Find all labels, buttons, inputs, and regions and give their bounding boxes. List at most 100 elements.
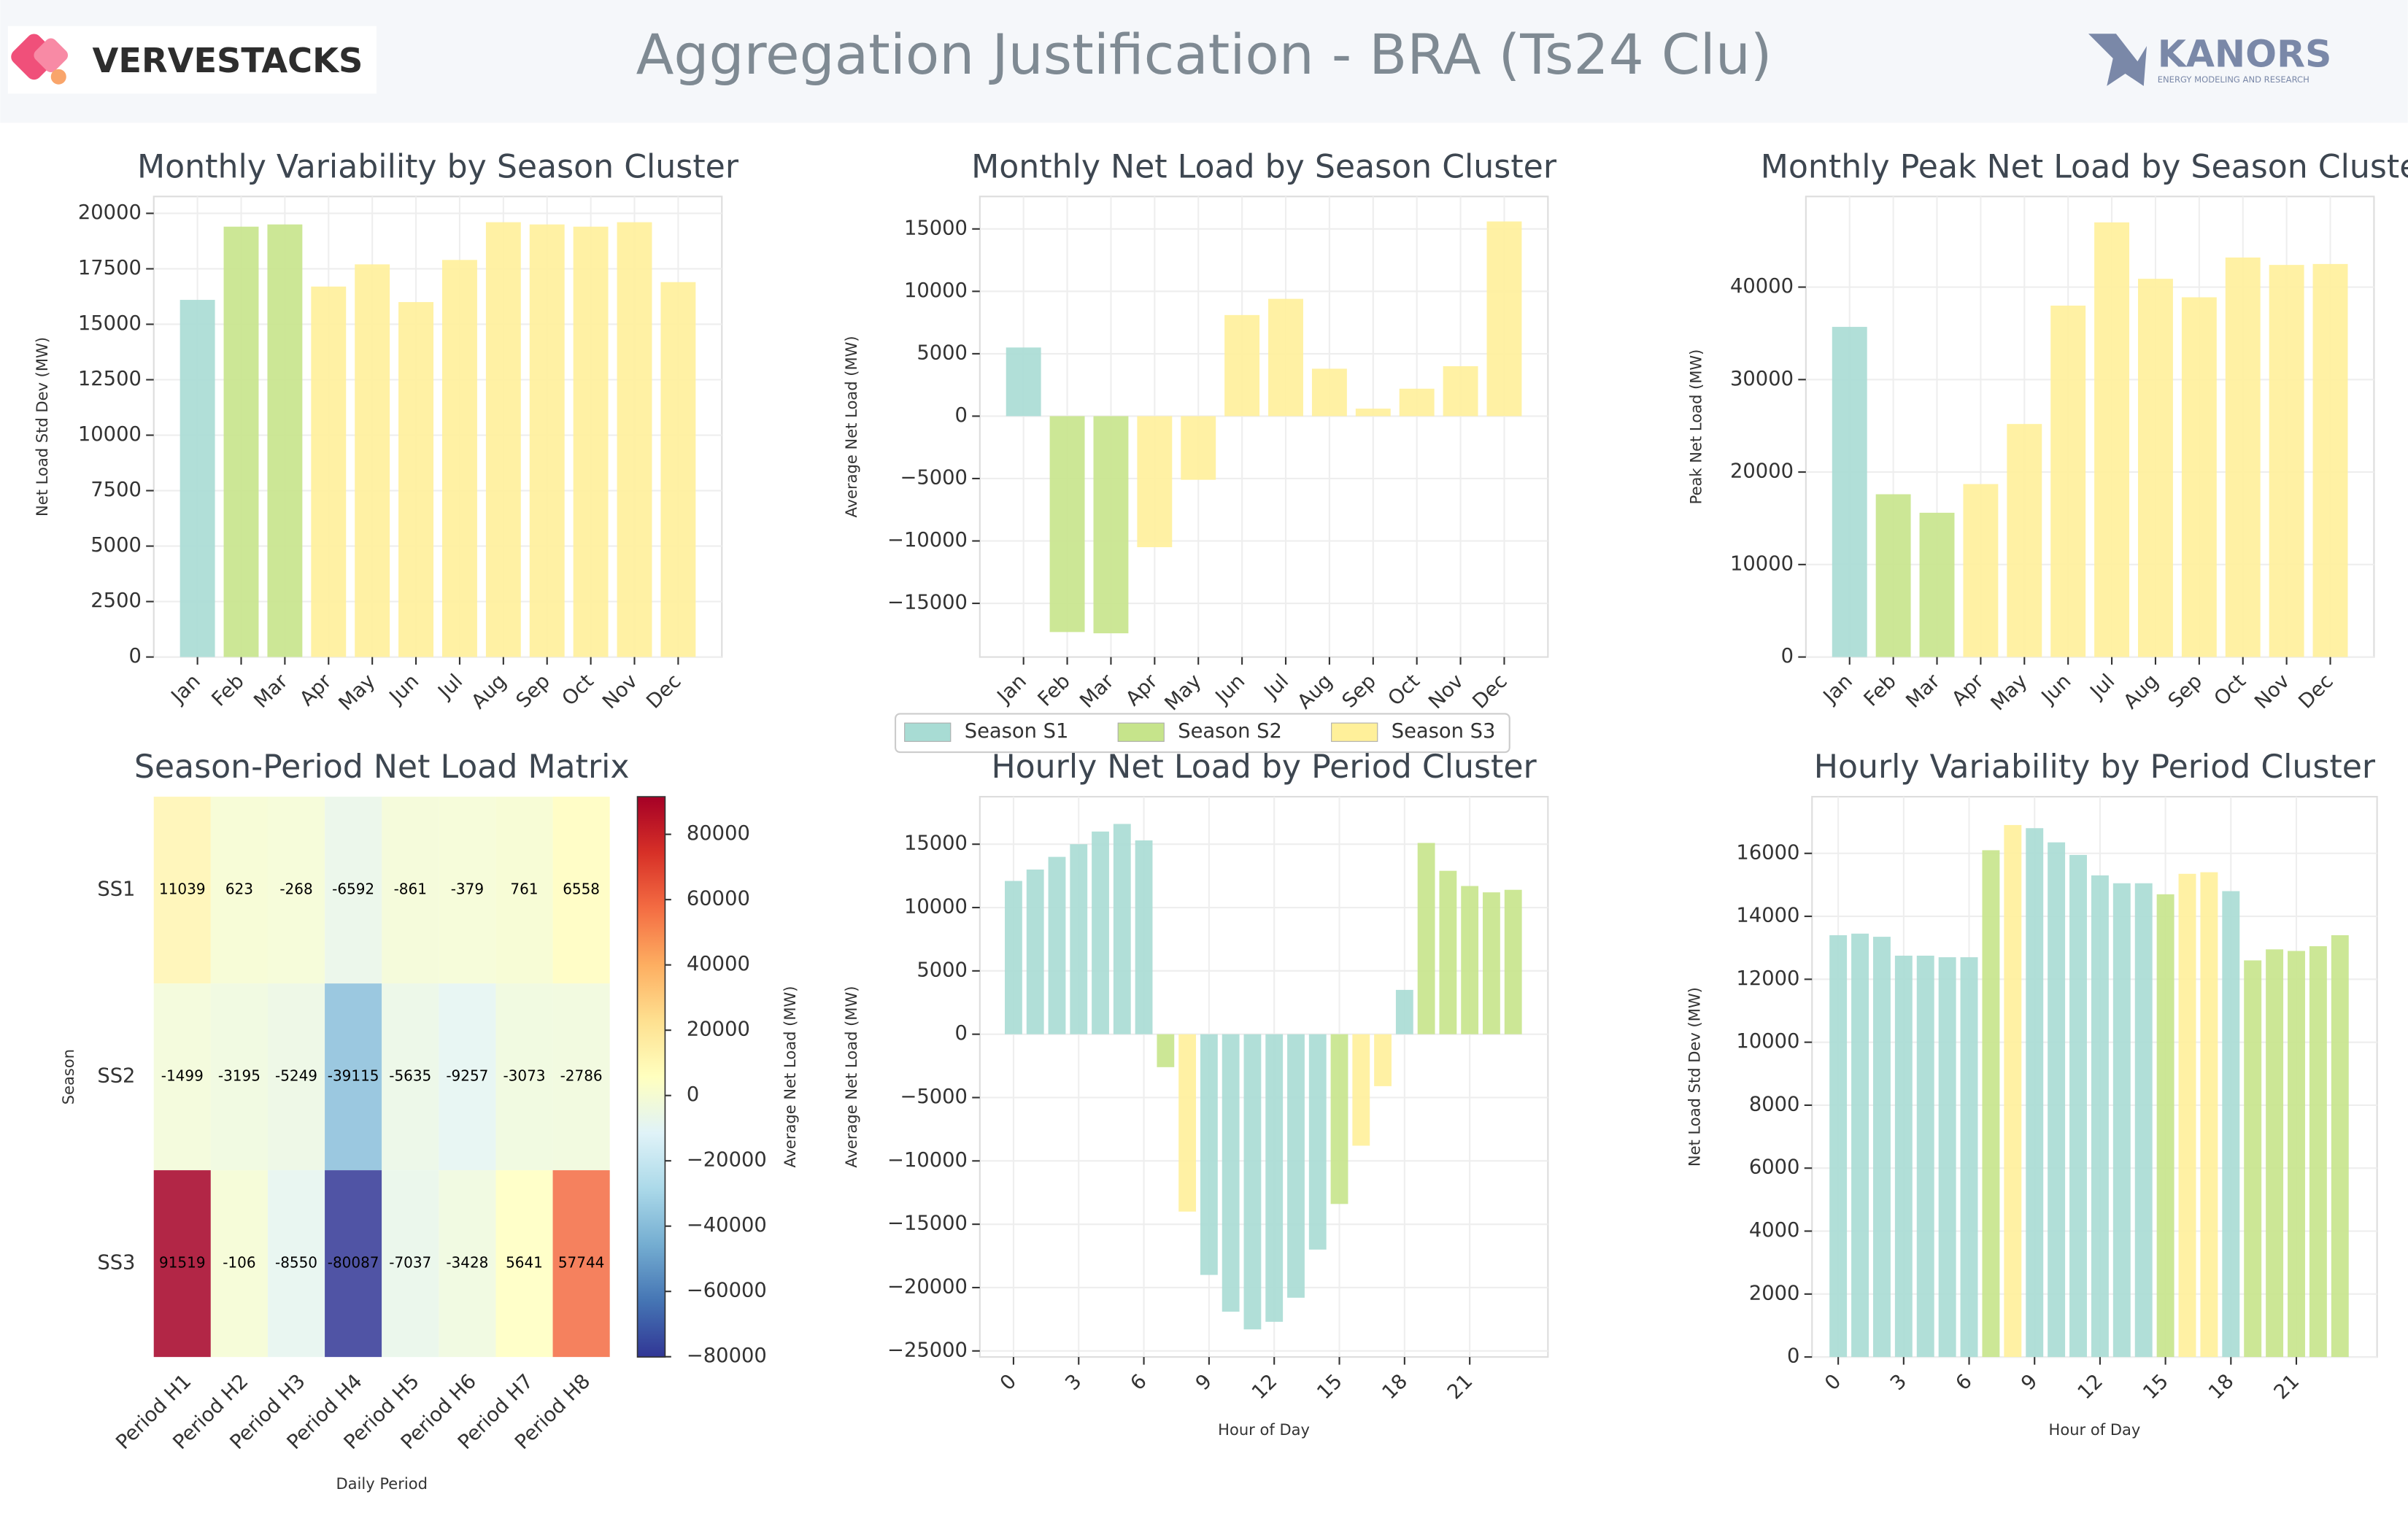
y-axis-label: Average Net Load (MW) [842, 986, 860, 1168]
x-tick-label: Nov [1424, 670, 1468, 713]
cell-label: -5635 [389, 1067, 431, 1085]
y-tick-label: 2500 [90, 589, 142, 612]
x-tick-label: Sep [2164, 670, 2207, 712]
x-tick-label: Jun [2037, 670, 2076, 709]
y-tick-label: 10000 [904, 896, 968, 918]
right-logo-tagline: ENERGY MODELING AND RESEARCH [2158, 74, 2309, 85]
x-tick-label: Feb [1034, 670, 1075, 711]
bar [1832, 327, 1867, 657]
x-tick-label: 9 [1192, 1370, 1216, 1395]
cell-label: -1499 [161, 1067, 204, 1085]
x-tick-label: Mar [250, 670, 293, 713]
cell-label: -3195 [218, 1067, 261, 1085]
x-tick-label: Apr [1122, 670, 1162, 711]
bar [2222, 891, 2240, 1358]
x-tick-label: Nov [598, 670, 642, 713]
legend-label: Season S3 [1392, 720, 1496, 743]
row-label: SS2 [97, 1065, 135, 1088]
x-tick-label: Nov [2250, 670, 2294, 713]
bar [1894, 955, 1913, 1358]
bar [1439, 870, 1457, 1034]
bar [1916, 955, 1934, 1358]
bar [1963, 484, 1999, 657]
heatmap-cell [382, 1170, 439, 1358]
x-tick-label: 6 [1127, 1370, 1151, 1395]
cell-label: -106 [223, 1254, 255, 1272]
bar [529, 224, 565, 657]
bar [1504, 889, 1522, 1034]
colorbar-tick-label: 0 [687, 1083, 699, 1106]
x-tick-label: 21 [1443, 1370, 1478, 1404]
header-bar [0, 0, 2408, 123]
bar [1355, 409, 1391, 417]
bar [2181, 297, 2217, 657]
heatmap-cell [439, 797, 496, 984]
right-logo-icon [2088, 34, 2147, 86]
y-tick-label: 15000 [78, 312, 142, 335]
y-tick-label: 15000 [904, 832, 968, 855]
x-tick-label: May [1987, 670, 2032, 715]
bar [1417, 843, 1435, 1034]
y-tick-label: −15000 [887, 1212, 968, 1235]
x-tick-label: Dec [642, 670, 685, 713]
bar [1243, 1034, 1262, 1330]
x-tick-label: Apr [1948, 670, 1988, 711]
colorbar-tick-label: −40000 [687, 1214, 767, 1237]
cell-label: -2786 [560, 1067, 603, 1085]
bar [2007, 424, 2042, 657]
bar [355, 264, 390, 657]
chart-title: Monthly Peak Net Load by Season Cluste [1761, 148, 2408, 185]
bar [1308, 1034, 1327, 1250]
heatmap-cell [153, 1170, 211, 1358]
y-tick-label: −15000 [887, 592, 968, 614]
x-tick-label: 15 [1313, 1370, 1347, 1404]
bar [2091, 875, 2109, 1358]
bar [1137, 416, 1173, 548]
y-tick-label: 5000 [916, 341, 968, 364]
bar [2225, 257, 2261, 657]
y-tick-label: 12500 [78, 368, 142, 390]
cell-label: -39115 [328, 1067, 379, 1085]
y-tick-label: 14000 [1736, 905, 1799, 927]
y-tick-label: 17500 [78, 257, 142, 279]
cell-label: -8550 [275, 1254, 317, 1272]
colorbar-tick-label: −20000 [687, 1149, 767, 1172]
y-tick-label: −25000 [887, 1339, 968, 1361]
x-tick-label: Jul [2085, 670, 2120, 704]
bar [485, 222, 521, 657]
bar [1287, 1034, 1305, 1298]
bar [1443, 365, 1478, 417]
y-tick-label: 0 [1781, 645, 1794, 668]
heatmap-cell [495, 983, 553, 1171]
bar [1026, 869, 1044, 1034]
bar [1330, 1034, 1348, 1204]
bar [2050, 305, 2086, 657]
heatmap-cell [325, 983, 382, 1171]
cell-label: 57744 [558, 1254, 605, 1272]
heatmap-cell [153, 797, 211, 984]
y-tick-label: 10000 [78, 423, 142, 446]
x-tick-label: 21 [2270, 1370, 2304, 1404]
x-tick-label: Sep [1338, 670, 1381, 712]
x-tick-label: Feb [1860, 670, 1901, 711]
heatmap-cell [210, 797, 268, 984]
bar [180, 300, 215, 657]
y-tick-label: −5000 [900, 1086, 968, 1108]
y-tick-label: 8000 [1749, 1093, 1800, 1115]
colorbar-tick-label: 20000 [687, 1018, 750, 1041]
bar [1049, 416, 1085, 632]
legend-label: Season S1 [965, 720, 1069, 743]
heatmap-cell [495, 1170, 553, 1358]
x-tick-label: 6 [1952, 1370, 1977, 1395]
bar [660, 282, 696, 657]
y-tick-label: 0 [128, 645, 141, 668]
cell-label: -379 [451, 881, 484, 898]
bar [1960, 957, 1978, 1358]
y-tick-label: 2000 [1749, 1282, 1800, 1304]
left-logo-box [7, 26, 377, 94]
bar [1268, 298, 1303, 417]
bar [1070, 844, 1088, 1034]
bar [1048, 856, 1066, 1034]
x-axis-label: Hour of Day [1218, 1420, 1310, 1439]
bar [1851, 933, 1869, 1358]
